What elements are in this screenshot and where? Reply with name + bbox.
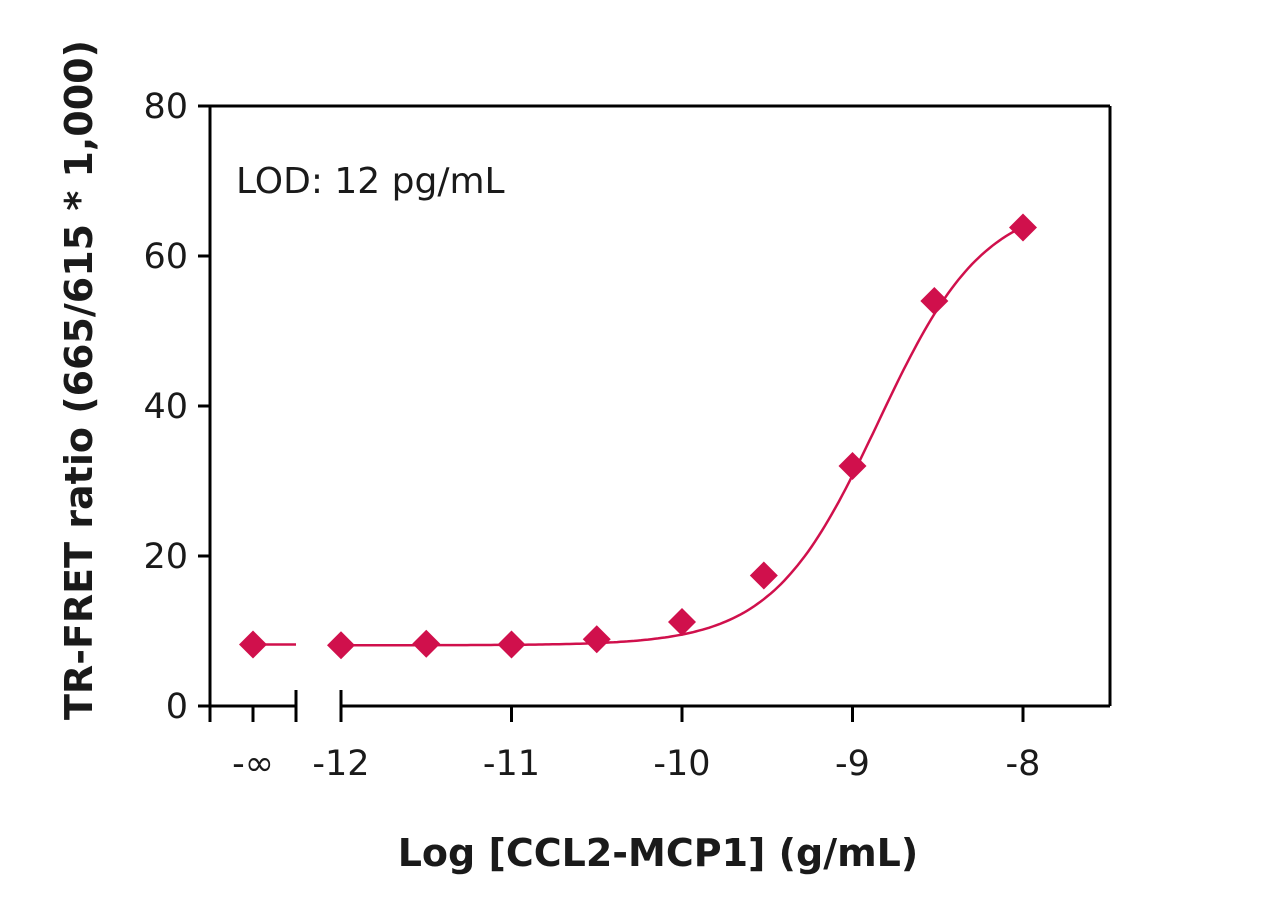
data-point [582,625,611,654]
fit-curve [341,225,1024,647]
y-tick-label: 40 [143,387,188,427]
fit-curve-layer [253,225,1024,647]
y-axis-title: TR-FRET ratio (665/615 * 1,000) [57,40,101,720]
x-axis-title: Log [CCL2-MCP1] (g/mL) [398,831,919,875]
data-point [668,608,696,636]
data-point [838,452,867,480]
x-tick-label: -9 [835,744,870,784]
axis-ticks: 0 20 40 60 80 -∞ -12 -11 -10 -9 -8 [143,87,1040,784]
x-tick-label: -8 [1006,744,1041,784]
data-points [239,213,1037,660]
x-tick-label: -12 [312,744,369,784]
y-tick-label: 20 [143,537,188,577]
data-point-zero-dose [239,630,267,659]
data-point [412,629,441,658]
x-tick-label: -10 [653,744,710,784]
data-point [749,561,778,590]
y-tick-label: 80 [143,87,188,127]
y-tick-label: 60 [143,237,188,277]
x-tick-label: -∞ [232,744,274,784]
x-tick-label: -11 [483,744,540,784]
lod-annotation: LOD: 12 pg/mL [236,161,505,202]
data-point [327,631,355,660]
y-tick-label: 0 [166,687,188,727]
data-point [1009,213,1037,242]
data-point [920,287,949,315]
data-point [497,630,526,659]
